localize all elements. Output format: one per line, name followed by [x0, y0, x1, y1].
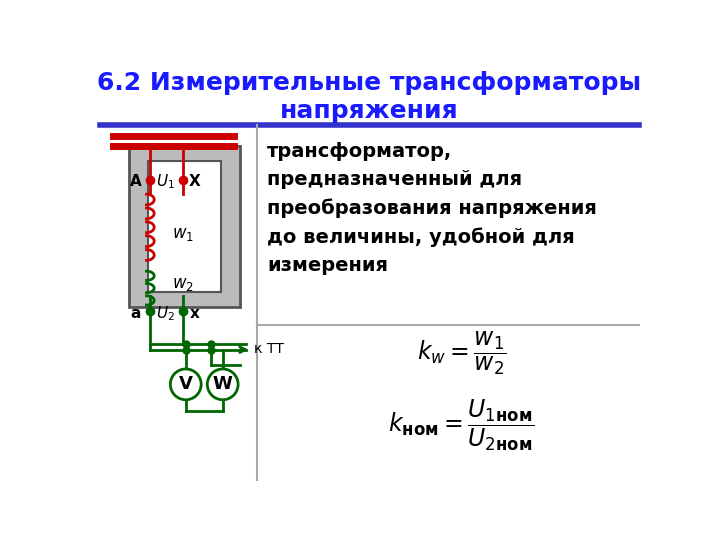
Text: $U_2$: $U_2$: [156, 304, 175, 323]
Text: $U_1$: $U_1$: [156, 172, 175, 191]
Text: 6.2 Измерительные трансформаторы
напряжения: 6.2 Измерительные трансформаторы напряже…: [97, 71, 641, 123]
Text: V: V: [179, 375, 193, 393]
Circle shape: [207, 369, 238, 400]
Text: A: A: [130, 174, 142, 190]
Bar: [148, 161, 221, 292]
Text: $k_w = \dfrac{w_1}{w_2}$: $k_w = \dfrac{w_1}{w_2}$: [417, 329, 506, 377]
Text: x: x: [189, 306, 199, 321]
Text: $k_{\mathbf{ном}} = \dfrac{U_{1\mathbf{ном}}}{U_{2\mathbf{ном}}}$: $k_{\mathbf{ном}} = \dfrac{U_{1\mathbf{н…: [388, 397, 535, 453]
Text: X: X: [189, 174, 200, 190]
Text: трансформатор,
предназначенный для
преобразования напряжения
до величины, удобно: трансформатор, предназначенный для преоб…: [267, 142, 597, 275]
Text: к ТТ: к ТТ: [253, 342, 284, 356]
Bar: [129, 146, 240, 307]
Text: W: W: [213, 375, 233, 393]
Text: $w_2$: $w_2$: [172, 275, 194, 293]
Text: $w_1$: $w_1$: [171, 225, 194, 243]
Circle shape: [171, 369, 201, 400]
Text: a: a: [130, 306, 141, 321]
